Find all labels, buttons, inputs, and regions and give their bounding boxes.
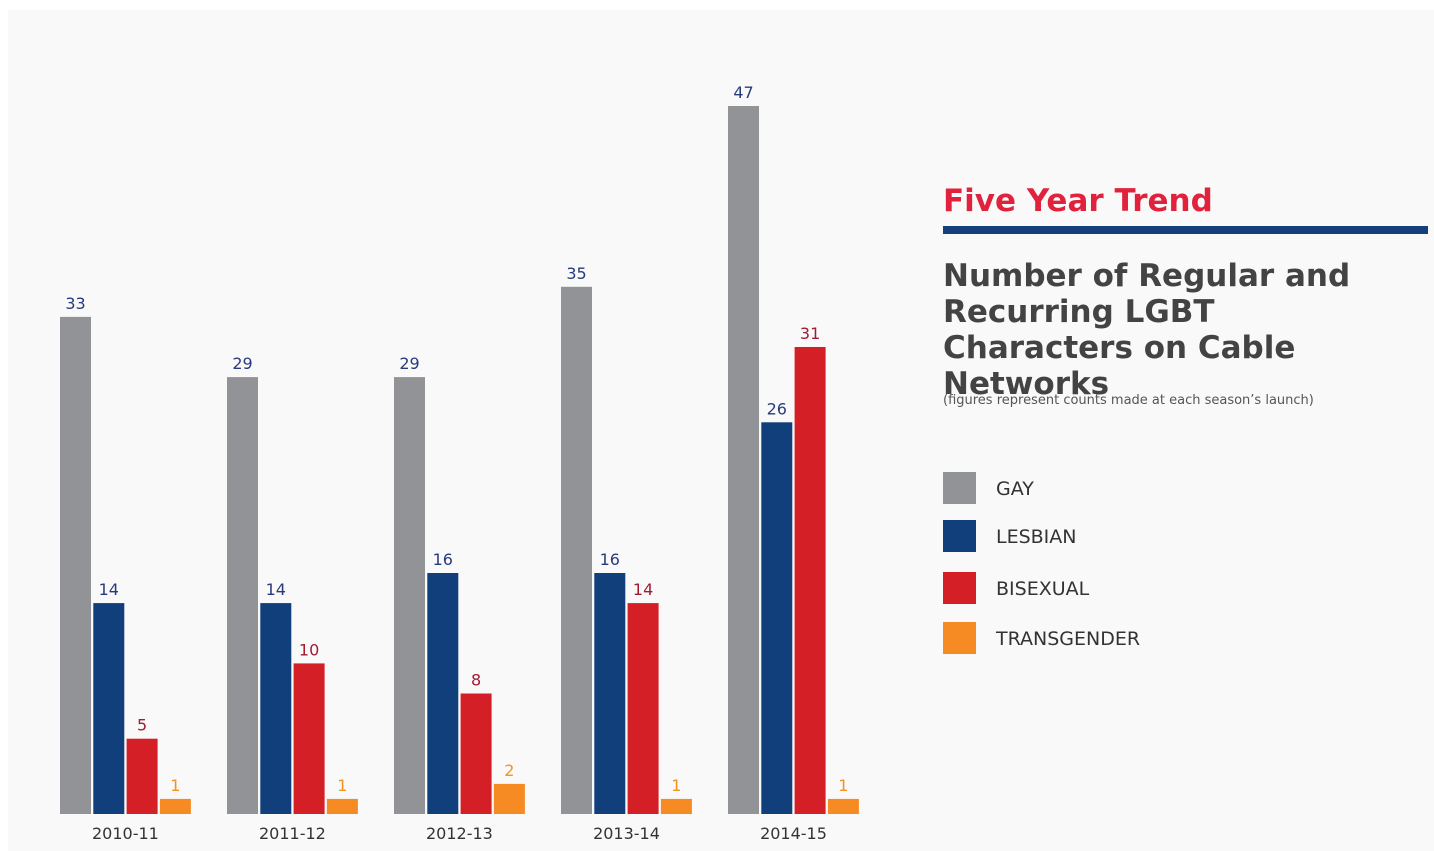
bar-bisexual-2012-13 [460, 693, 492, 814]
bar-transgender-2011-12 [326, 798, 358, 814]
value-label-gay-2010-11: 33 [65, 294, 85, 313]
value-label-transgender-2011-12: 1 [337, 776, 347, 795]
x-tick-label-2014-15: 2014-15 [760, 824, 827, 843]
value-label-bisexual-2013-14: 14 [633, 580, 653, 599]
chart-note: (figures represent counts made at each s… [943, 393, 1314, 408]
legend-swatch-lesbian [943, 520, 976, 552]
value-label-bisexual-2012-13: 8 [471, 671, 481, 690]
bar-bisexual-2013-14 [627, 603, 659, 814]
value-label-lesbian-2013-14: 16 [600, 550, 620, 569]
value-label-transgender-2012-13: 2 [504, 761, 514, 780]
bar-lesbian-2012-13 [427, 573, 459, 814]
value-label-bisexual-2014-15: 31 [800, 324, 820, 343]
value-label-bisexual-2010-11: 5 [137, 716, 147, 735]
x-tick-label-2012-13: 2012-13 [426, 824, 493, 843]
bar-lesbian-2011-12 [260, 603, 292, 814]
chart-title: Number of Regular and Recurring LGBT Cha… [943, 258, 1351, 402]
bar-lesbian-2014-15 [761, 422, 793, 814]
value-label-bisexual-2011-12: 10 [299, 640, 319, 659]
section-title: Five Year Trend [943, 183, 1213, 219]
bar-gay-2012-13 [394, 377, 425, 814]
value-label-lesbian-2012-13: 16 [433, 550, 453, 569]
bar-bisexual-2014-15 [794, 347, 826, 814]
legend-label-gay: GAY [996, 478, 1034, 500]
value-label-transgender-2014-15: 1 [838, 776, 848, 795]
legend-label-lesbian: LESBIAN [996, 526, 1077, 548]
value-label-lesbian-2014-15: 26 [767, 399, 787, 418]
bar-gay-2013-14 [561, 286, 592, 814]
legend-swatch-transgender [943, 622, 976, 654]
value-label-lesbian-2010-11: 14 [99, 580, 119, 599]
bar-transgender-2014-15 [827, 798, 859, 814]
legend-label-bisexual: BISEXUAL [996, 578, 1090, 600]
bar-transgender-2013-14 [660, 798, 692, 814]
bar-gay-2010-11 [60, 316, 91, 814]
value-label-gay-2012-13: 29 [399, 354, 419, 373]
bar-chart: 33 14 5 1 2010-11 29 14 10 1 2011-12 29 16 8 2 2012-13… [60, 83, 859, 843]
x-tick-label-2011-12: 2011-12 [259, 824, 326, 843]
bar-gay-2014-15 [728, 106, 759, 814]
legend-swatch-bisexual [943, 572, 976, 604]
bar-bisexual-2011-12 [293, 663, 325, 814]
value-label-gay-2014-15: 47 [733, 83, 753, 102]
bar-transgender-2010-11 [159, 798, 191, 814]
value-label-transgender-2013-14: 1 [671, 776, 681, 795]
value-label-gay-2011-12: 29 [232, 354, 252, 373]
legend-label-transgender: TRANSGENDER [996, 628, 1141, 650]
value-label-gay-2013-14: 35 [566, 264, 586, 283]
legend-swatch-gay [943, 472, 976, 504]
bar-gay-2011-12 [227, 377, 258, 814]
x-tick-label-2013-14: 2013-14 [593, 824, 660, 843]
bar-lesbian-2013-14 [594, 573, 626, 814]
bar-lesbian-2010-11 [93, 603, 125, 814]
value-label-lesbian-2011-12: 14 [266, 580, 286, 599]
bar-transgender-2012-13 [493, 783, 525, 814]
title-divider [943, 226, 1428, 234]
value-label-transgender-2010-11: 1 [170, 776, 180, 795]
x-tick-label-2010-11: 2010-11 [92, 824, 159, 843]
bar-bisexual-2010-11 [126, 738, 158, 814]
